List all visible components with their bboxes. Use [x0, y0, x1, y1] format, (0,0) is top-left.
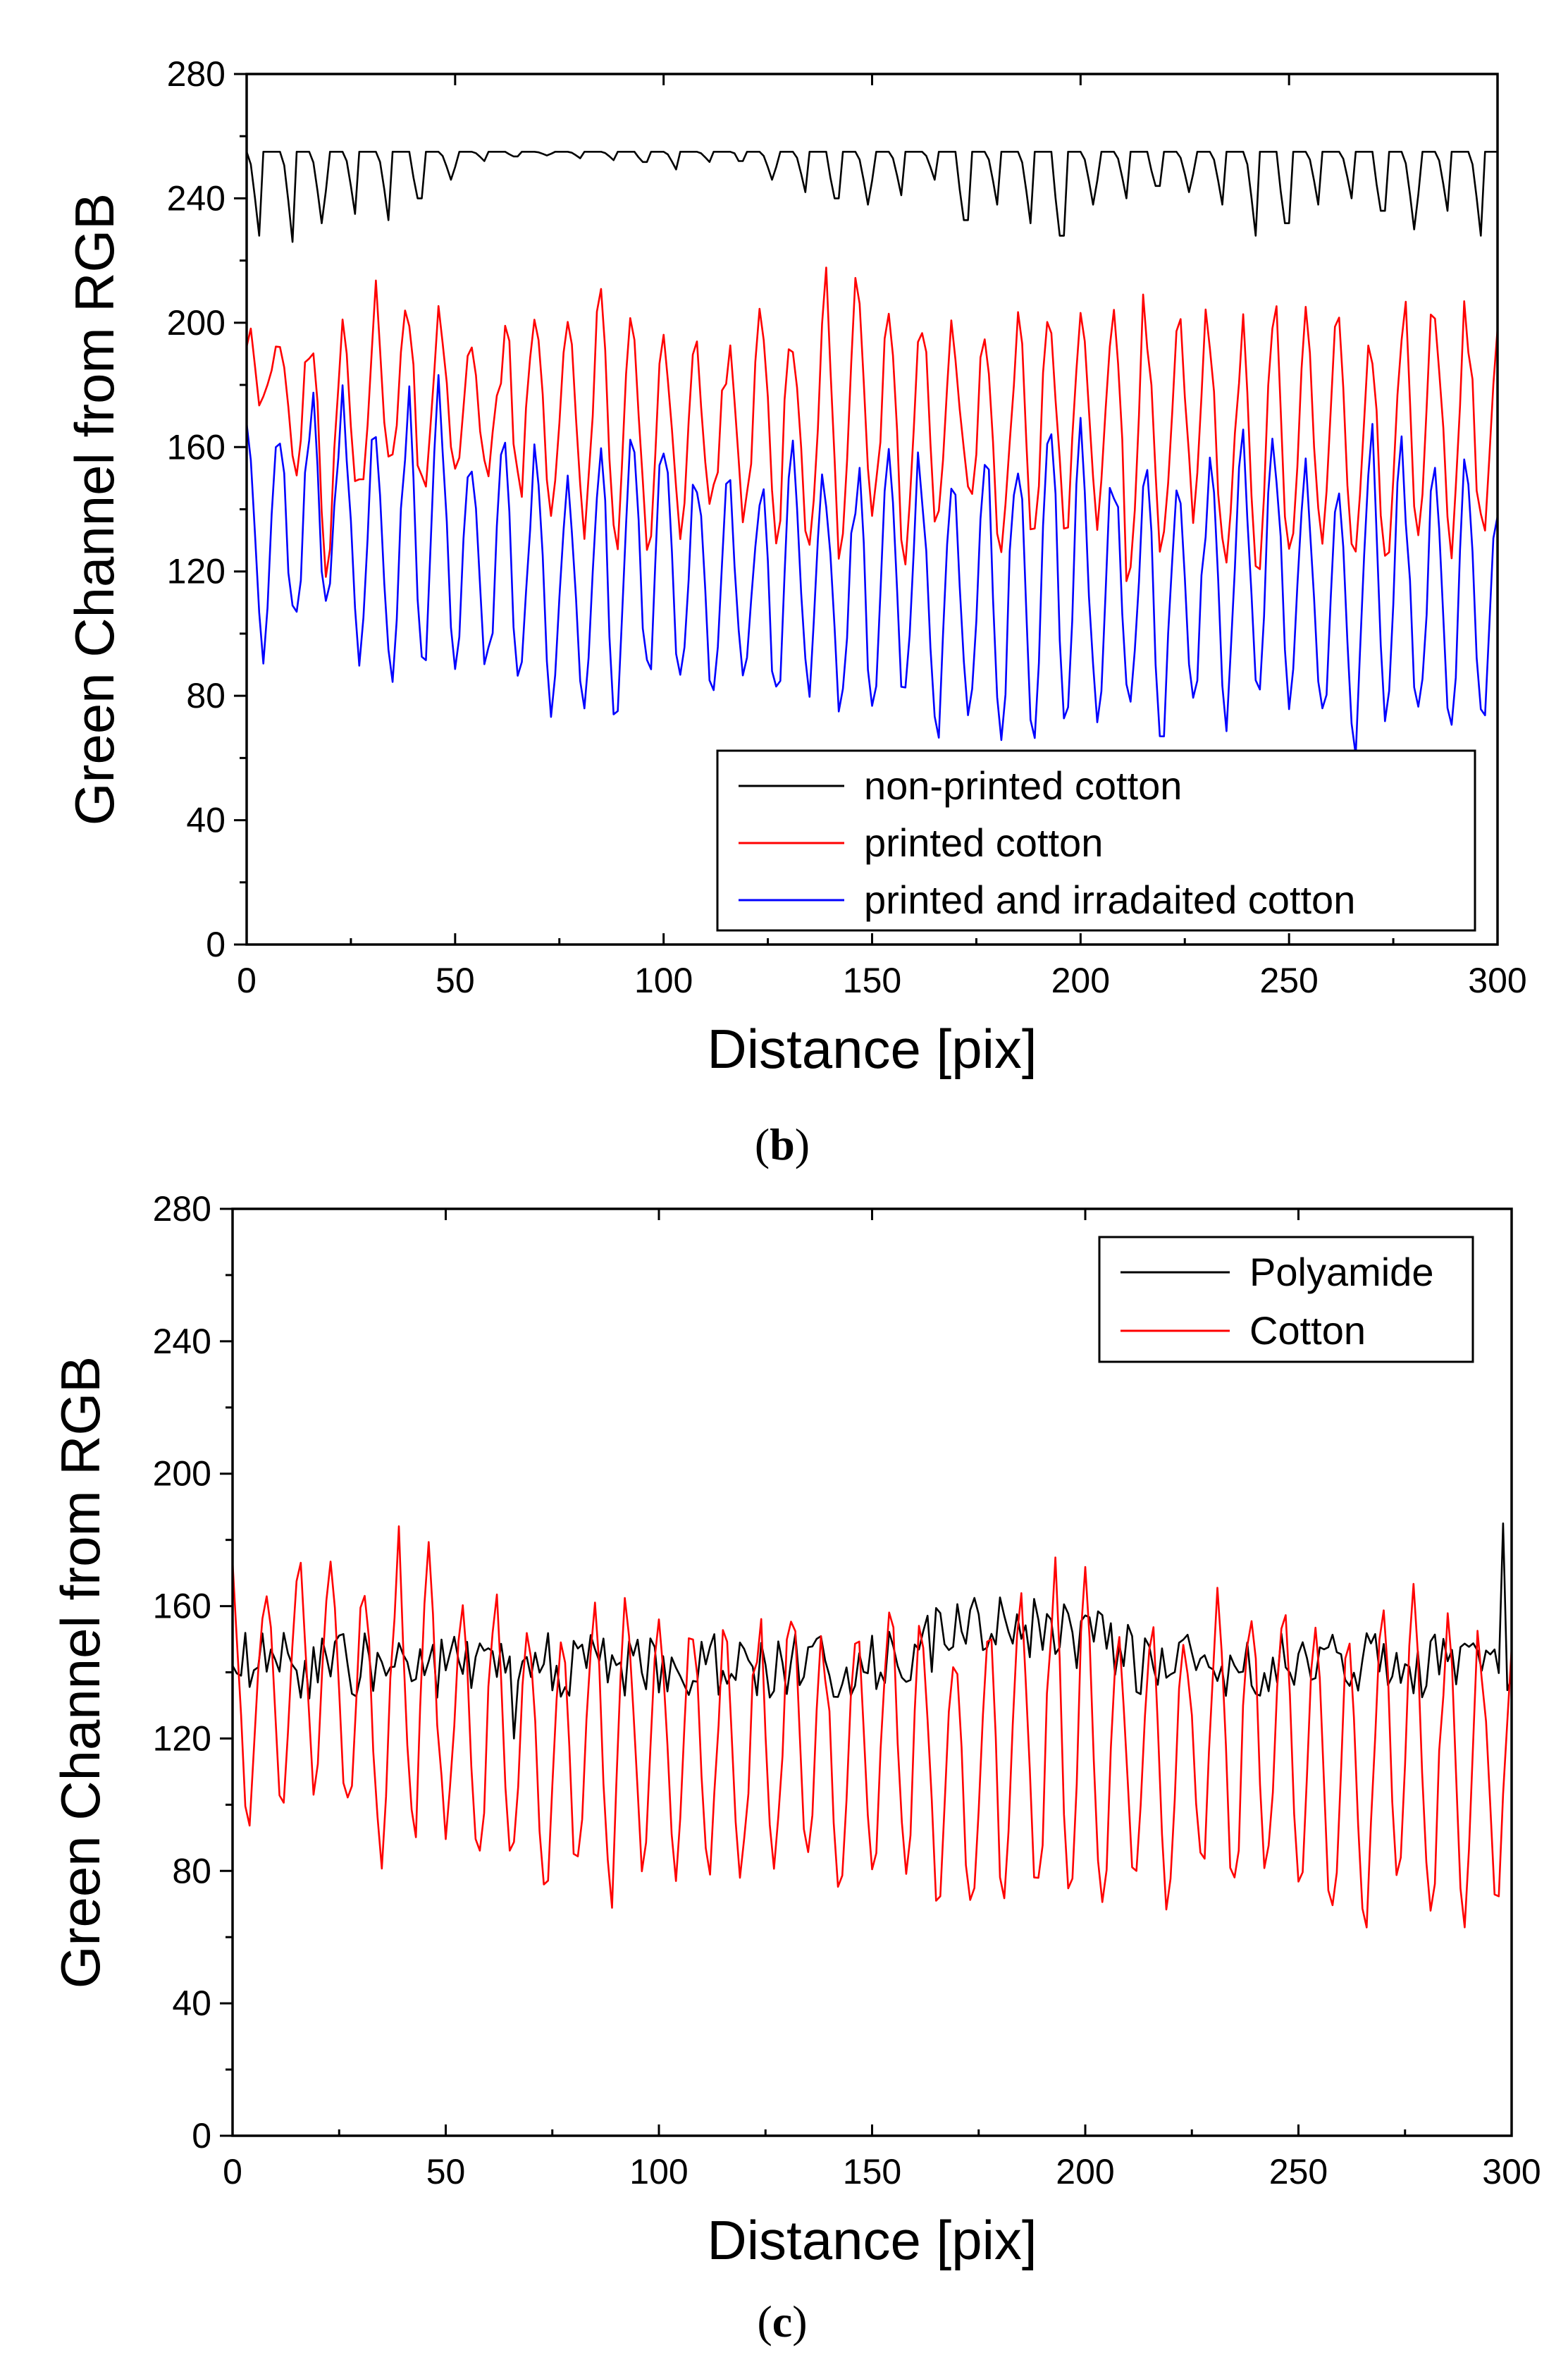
chart-c-y-tick-label: 280 — [153, 1189, 211, 1229]
chart-c-y-tick-label: 240 — [153, 1322, 211, 1361]
chart-b-series-line-2 — [247, 266, 1498, 582]
chart-b-x-tick-label: 50 — [436, 961, 475, 1000]
chart-b-y-tick-label: 80 — [186, 676, 226, 715]
chart-b-x-tick-label: 100 — [634, 961, 693, 1000]
chart-b-x-tick-label: 150 — [843, 961, 901, 1000]
chart-b-y-tick-label: 40 — [186, 801, 226, 840]
chart-c-y-tick-label: 40 — [172, 1984, 211, 2023]
chart-c-y-axis-title: Green Channel from RGB — [49, 1356, 111, 1988]
chart-b-legend: non-printed cotton printed cotton printed … — [716, 749, 1476, 932]
chart-c: 0 50 100 150 200 250 300 0 40 80 120 160 200 240 280 G… — [49, 1189, 1541, 2347]
chart-b-ticks: 0 50 100 150 200 250 300 0 40 80 120 160 200 240 280 — [167, 54, 1527, 1000]
chart-b-legend-label-2: printed cotton — [864, 820, 1103, 865]
chart-c-legend: Polyamide Cotton — [1098, 1236, 1474, 1363]
chart-c-x-tick-label: 100 — [629, 2152, 688, 2191]
chart-c-legend-label-1: Polyamide — [1249, 1250, 1433, 1294]
chart-c-x-tick-label: 250 — [1269, 2152, 1328, 2191]
chart-b-legend-label-3: printed and irradaited cotton — [864, 878, 1355, 922]
chart-c-x-axis-title: Distance [pix] — [707, 2209, 1037, 2271]
chart-b-caption: (b) — [755, 1119, 810, 1169]
chart-c-series-line-1 — [233, 1522, 1512, 1740]
chart-b-x-tick-label: 300 — [1468, 961, 1526, 1000]
chart-c-y-tick-label: 80 — [172, 1851, 211, 1890]
chart-c-legend-label-2: Cotton — [1249, 1308, 1366, 1353]
chart-c-y-tick-label: 200 — [153, 1454, 211, 1494]
chart-c-y-tick-label: 120 — [153, 1718, 211, 1758]
chart-b-series-line-3 — [247, 374, 1498, 756]
chart-b-y-tick-label: 160 — [167, 427, 226, 467]
chart-c-x-tick-label: 200 — [1056, 2152, 1114, 2191]
chart-c-ticks: 0 50 100 150 200 250 300 0 40 80 120 160 200 240 280 — [153, 1189, 1541, 2191]
chart-b-series — [247, 151, 1498, 756]
chart-b: 0 50 100 150 200 250 300 0 40 80 120 160 200 240 280 G… — [63, 54, 1527, 1169]
chart-b-y-axis-title: Green Channel from RGB — [63, 193, 125, 825]
chart-c-x-tick-label: 50 — [426, 2152, 466, 2191]
chart-c-caption: (c) — [757, 2296, 807, 2347]
chart-b-caption-letter: b — [770, 1119, 795, 1169]
chart-c-y-tick-label: 160 — [153, 1587, 211, 1626]
chart-b-y-tick-label: 240 — [167, 178, 226, 218]
chart-b-y-tick-label: 0 — [206, 925, 226, 964]
chart-c-series-line-2 — [233, 1525, 1512, 1929]
chart-c-x-tick-label: 300 — [1482, 2152, 1541, 2191]
chart-b-y-tick-label: 280 — [167, 54, 226, 94]
chart-c-y-tick-label: 0 — [192, 2116, 211, 2155]
chart-c-x-tick-label: 150 — [843, 2152, 901, 2191]
chart-b-caption-close: ) — [795, 1119, 810, 1169]
chart-c-caption-letter: c — [772, 2296, 792, 2347]
chart-c-x-tick-label: 0 — [223, 2152, 242, 2191]
chart-b-x-axis-title: Distance [pix] — [707, 1018, 1037, 1080]
chart-c-caption-open: ( — [757, 2296, 772, 2347]
chart-c-caption-close: ) — [792, 2296, 807, 2347]
chart-b-x-tick-label: 0 — [237, 961, 257, 1000]
chart-b-caption-open: ( — [755, 1119, 770, 1169]
chart-b-y-tick-label: 200 — [167, 303, 226, 343]
chart-b-series-line-1 — [247, 151, 1498, 243]
chart-c-legend-box — [1098, 1236, 1474, 1363]
chart-c-series — [233, 1522, 1512, 1929]
chart-b-x-tick-label: 250 — [1259, 961, 1318, 1000]
chart-b-legend-label-1: non-printed cotton — [864, 763, 1182, 808]
chart-b-x-tick-label: 200 — [1051, 961, 1110, 1000]
chart-b-y-tick-label: 120 — [167, 552, 226, 591]
